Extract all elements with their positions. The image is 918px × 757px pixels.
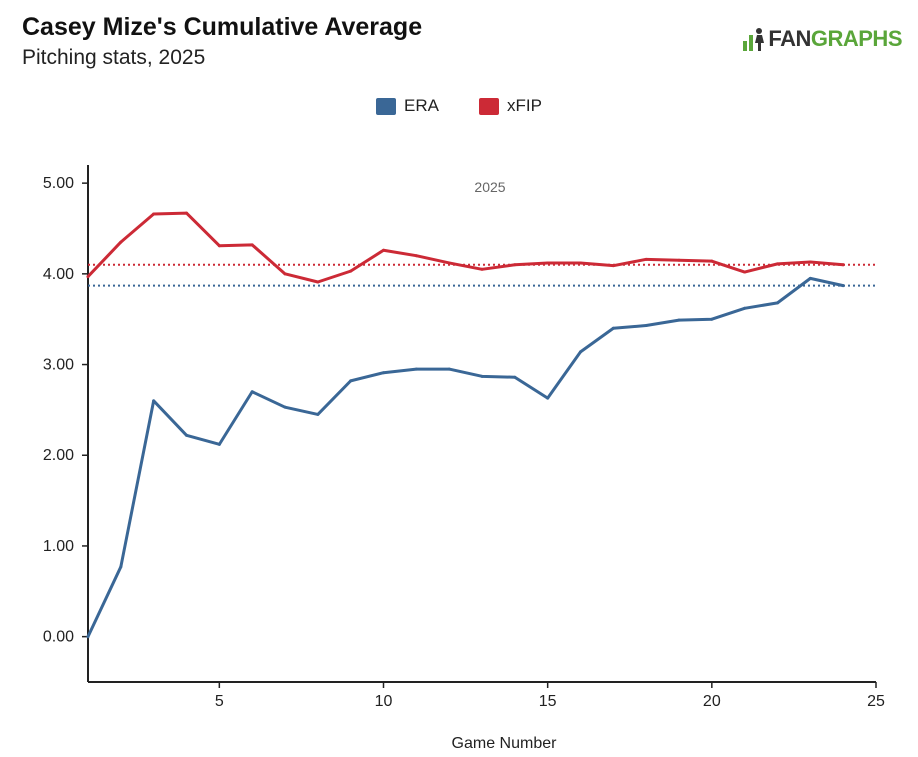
y-tick-label: 5.00 bbox=[43, 175, 74, 192]
x-tick-label: 20 bbox=[703, 693, 721, 710]
season-annotation: 2025 bbox=[474, 179, 505, 195]
xfip-data-point bbox=[710, 259, 714, 263]
era-series-line bbox=[86, 276, 845, 639]
fangraphs-logo[interactable]: FAN GRAPHS bbox=[742, 26, 903, 52]
era-data-point bbox=[217, 442, 221, 446]
era-data-point bbox=[546, 396, 550, 400]
legend-swatch-era bbox=[376, 97, 397, 115]
era-data-point bbox=[119, 565, 123, 569]
xfip-data-point bbox=[185, 211, 188, 215]
chart-axes bbox=[82, 165, 877, 688]
x-tick-label: 25 bbox=[867, 693, 885, 710]
xfip-data-point bbox=[349, 269, 353, 273]
era-data-point bbox=[349, 379, 353, 383]
legend-label-era: ERA bbox=[404, 96, 439, 115]
era-data-point bbox=[316, 412, 320, 416]
chart-subtitle: Pitching stats, 2025 bbox=[22, 46, 206, 69]
xfip-data-point bbox=[677, 258, 681, 262]
fangraphs-logo-icon bbox=[743, 28, 765, 51]
xfip-data-point bbox=[217, 244, 221, 248]
x-tick-label: 5 bbox=[215, 693, 224, 710]
era-data-point bbox=[414, 367, 418, 371]
xfip-data-point bbox=[513, 263, 517, 267]
era-data-point bbox=[185, 433, 188, 437]
series-lines bbox=[86, 211, 845, 639]
xfip-data-point bbox=[776, 262, 779, 266]
era-data-point bbox=[808, 276, 812, 280]
era-data-point bbox=[841, 284, 845, 288]
logo-text-fan: FAN bbox=[768, 26, 811, 51]
xfip-data-point bbox=[743, 270, 747, 274]
logo-text-graphs: GRAPHS bbox=[810, 26, 903, 51]
era-data-point bbox=[283, 405, 287, 409]
era-data-point bbox=[86, 635, 90, 639]
xfip-data-point bbox=[579, 261, 582, 265]
xfip-data-point bbox=[152, 212, 156, 216]
xfip-data-point bbox=[119, 240, 123, 244]
xfip-data-point bbox=[86, 275, 90, 279]
era-data-point bbox=[743, 306, 747, 310]
era-data-point bbox=[480, 374, 484, 378]
xfip-series-line bbox=[86, 211, 845, 284]
era-data-point bbox=[776, 301, 779, 305]
era-data-point bbox=[644, 324, 648, 328]
tick-labels: 0.001.002.003.004.005.005 10 15 20 25 bbox=[43, 175, 885, 710]
xfip-data-point bbox=[382, 248, 385, 252]
y-tick-label: 4.00 bbox=[43, 266, 74, 283]
legend-label-xfip: xFIP bbox=[507, 96, 542, 115]
y-tick-label: 0.00 bbox=[43, 629, 74, 646]
chart-legend: ERA xFIP bbox=[0, 96, 918, 116]
xfip-data-point bbox=[546, 261, 550, 265]
chart-title: Casey Mize's Cumulative Average bbox=[22, 13, 423, 41]
era-data-point bbox=[579, 350, 582, 354]
era-data-point bbox=[152, 399, 156, 403]
y-tick-label: 3.00 bbox=[43, 357, 74, 374]
xfip-data-point bbox=[316, 280, 320, 284]
era-data-point bbox=[447, 367, 451, 371]
xfip-data-point bbox=[250, 243, 254, 247]
x-tick-label: 15 bbox=[539, 693, 557, 710]
era-data-point bbox=[513, 375, 517, 379]
era-data-point bbox=[677, 318, 681, 322]
x-axis-title: Game Number bbox=[452, 735, 558, 752]
x-tick-label: 10 bbox=[375, 693, 393, 710]
xfip-data-point bbox=[611, 264, 615, 268]
xfip-data-point bbox=[644, 257, 648, 261]
xfip-data-point bbox=[480, 267, 484, 271]
legend-item-era[interactable]: ERA bbox=[376, 96, 439, 116]
y-tick-label: 1.00 bbox=[43, 538, 74, 555]
xfip-data-point bbox=[841, 263, 845, 267]
era-data-point bbox=[611, 326, 615, 330]
xfip-data-point bbox=[447, 261, 451, 265]
xfip-data-point bbox=[283, 272, 287, 276]
era-data-point bbox=[710, 317, 714, 321]
era-data-point bbox=[250, 390, 254, 394]
legend-swatch-xfip bbox=[479, 97, 499, 115]
xfip-data-point bbox=[808, 260, 812, 264]
legend-item-xfip[interactable]: xFIP bbox=[479, 96, 542, 116]
era-data-point bbox=[382, 371, 385, 375]
reference-lines bbox=[88, 263, 876, 287]
xfip-data-point bbox=[414, 254, 418, 258]
y-tick-label: 2.00 bbox=[43, 447, 74, 464]
